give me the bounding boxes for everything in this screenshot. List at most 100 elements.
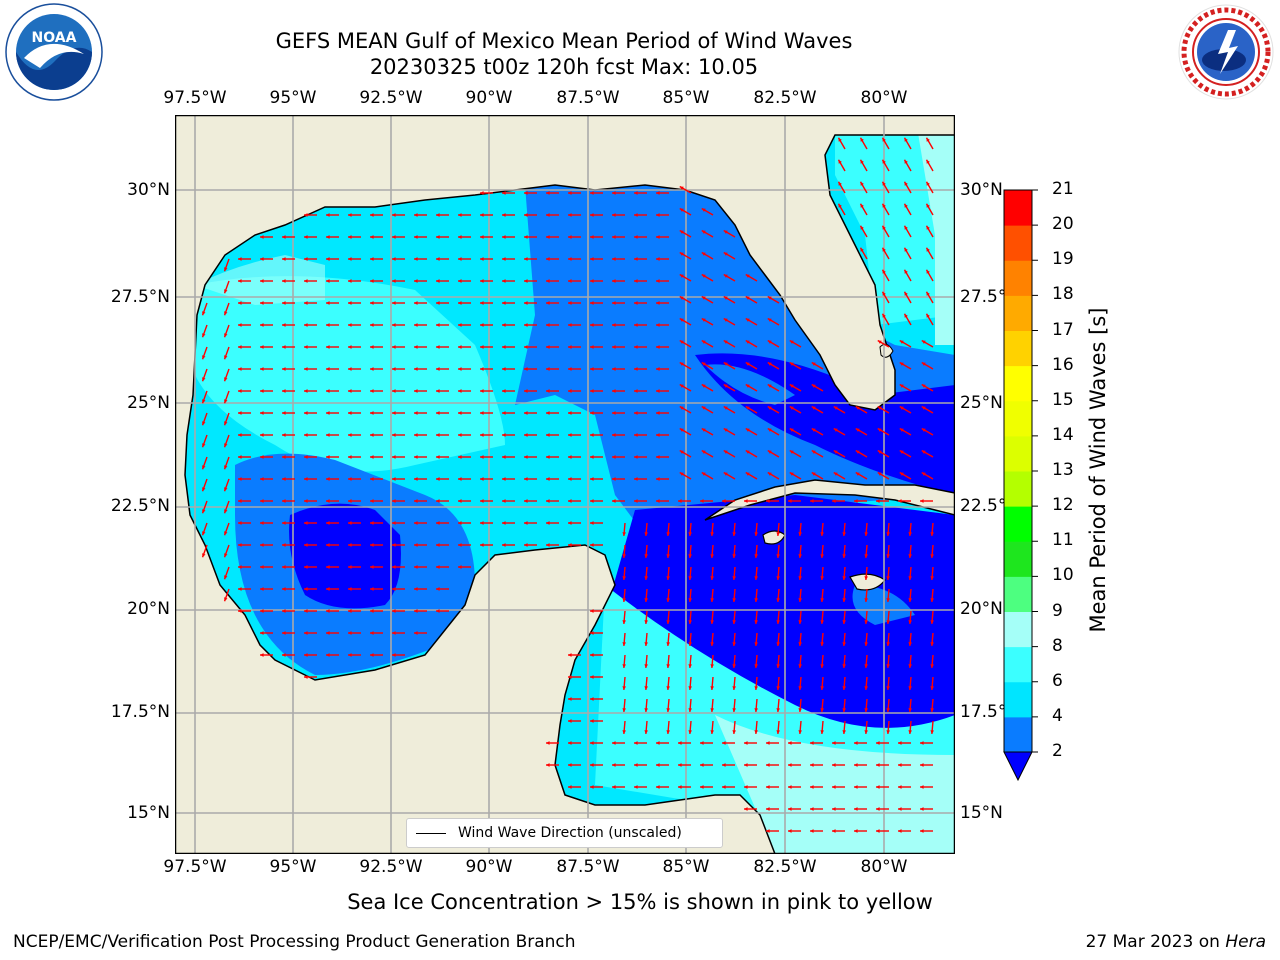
- wind-wave-arrow-head: [855, 406, 860, 410]
- wind-wave-arrow-head: [766, 785, 770, 789]
- wind-wave-arrow-head: [882, 137, 886, 142]
- wind-wave-arrow-head: [622, 598, 626, 602]
- wind-wave-arrow-head: [304, 345, 308, 349]
- wind-wave-arrow-head: [458, 389, 462, 393]
- wind-wave-arrow-head: [568, 763, 572, 767]
- wind-wave-arrow-head: [644, 576, 648, 580]
- wind-wave-arrow-head: [745, 472, 750, 476]
- wind-wave-arrow-head: [502, 367, 506, 371]
- footer-host: Hera: [1225, 932, 1266, 952]
- wind-wave-arrow-head: [899, 362, 904, 366]
- wind-wave-arrow-head: [767, 384, 772, 388]
- wind-wave-arrow-head: [722, 785, 726, 789]
- wind-wave-arrow-head: [282, 587, 286, 591]
- wind-wave-arrow-head: [700, 763, 704, 767]
- wind-wave-arrow-head: [282, 279, 286, 283]
- wind-wave-arrow-head: [502, 235, 506, 239]
- wind-wave-arrow-head: [590, 653, 594, 657]
- wind-wave-arrow-head: [926, 269, 930, 274]
- wind-wave-arrow-head: [832, 829, 836, 833]
- lat-label-right: 30°N: [960, 180, 1003, 200]
- wind-wave-arrow-head: [886, 708, 890, 712]
- wind-wave-arrow-head: [921, 362, 926, 366]
- wind-wave-arrow-head: [754, 642, 758, 646]
- wind-wave-arrow-head: [348, 301, 352, 305]
- wind-wave-arrow-head: [766, 829, 770, 833]
- wind-wave-arrow-head: [282, 499, 286, 503]
- wind-wave-arrow-head: [436, 565, 440, 569]
- wind-wave-arrow-head: [224, 355, 228, 360]
- wind-wave-arrow-head: [876, 785, 880, 789]
- wind-wave-arrow-head: [590, 301, 594, 305]
- wind-wave-arrow-head: [414, 477, 418, 481]
- wind-wave-arrow-head: [723, 472, 728, 476]
- wind-wave-arrow-head: [546, 367, 550, 371]
- wind-wave-arrow-head: [789, 362, 794, 366]
- wind-wave-arrow-head: [414, 301, 418, 305]
- wind-wave-arrow-head: [656, 455, 660, 459]
- wind-wave-arrow-head: [224, 421, 228, 426]
- wind-wave-arrow-head: [612, 345, 616, 349]
- wind-wave-arrow-head: [811, 428, 816, 432]
- wind-wave-arrow-head: [766, 763, 770, 767]
- wind-wave-arrow-head: [842, 642, 846, 646]
- wind-wave-arrow-head: [882, 291, 886, 296]
- wind-wave-arrow-head: [745, 384, 750, 388]
- wind-wave-arrow-head: [877, 428, 882, 432]
- wind-wave-arrow-head: [370, 213, 374, 217]
- wind-wave-arrow-head: [908, 686, 912, 690]
- wind-wave-arrow-head: [700, 499, 704, 503]
- wind-wave-arrow-head: [864, 576, 868, 580]
- wind-wave-arrow-head: [348, 587, 352, 591]
- wind-wave-arrow-head: [634, 323, 638, 327]
- wind-wave-arrow-head: [842, 708, 846, 712]
- wind-wave-arrow-head: [326, 411, 330, 415]
- wind-wave-arrow-head: [458, 279, 462, 283]
- wind-wave-arrow-head: [798, 686, 802, 690]
- wind-wave-arrow-head: [238, 279, 242, 283]
- wind-wave-arrow-head: [260, 367, 264, 371]
- wind-wave-arrow-head: [282, 521, 286, 525]
- wind-wave-arrow-head: [877, 450, 882, 454]
- wind-wave-arrow-head: [436, 521, 440, 525]
- wind-wave-arrow-head: [546, 741, 550, 745]
- wind-wave-arrow-head: [392, 345, 396, 349]
- wind-wave-arrow-head: [348, 367, 352, 371]
- wind-wave-arrow-head: [810, 763, 814, 767]
- wind-wave-arrow-head: [679, 230, 684, 234]
- wind-wave-arrow-head: [744, 763, 748, 767]
- wind-wave-arrow-head: [723, 318, 728, 322]
- wind-wave-arrow-head: [767, 318, 772, 322]
- wind-wave-arrow-head: [723, 428, 728, 432]
- wind-wave-arrow-head: [926, 247, 930, 252]
- wind-wave-arrow-head: [930, 708, 934, 712]
- wind-wave-arrow-head: [644, 664, 648, 668]
- wind-wave-arrow-head: [458, 433, 462, 437]
- wind-wave-arrow-head: [634, 763, 638, 767]
- wind-wave-arrow-head: [524, 543, 528, 547]
- wind-wave-arrow-head: [656, 191, 660, 195]
- colorbar-segment: [1004, 260, 1032, 296]
- wind-wave-arrow-head: [458, 521, 462, 525]
- wind-wave-arrow-head: [326, 521, 330, 525]
- wind-wave-arrow-head: [904, 181, 908, 186]
- wind-wave-arrow-head: [656, 741, 660, 745]
- wind-wave-arrow-head: [788, 499, 792, 503]
- wind-wave-arrow-head: [524, 213, 528, 217]
- wind-wave-arrow-head: [908, 664, 912, 668]
- wind-wave-arrow-head: [348, 257, 352, 261]
- colorbar-tick-label: 10: [1052, 565, 1074, 586]
- wind-wave-arrow-head: [798, 554, 802, 558]
- wind-wave-arrow-head: [908, 532, 912, 536]
- wind-wave-arrow-head: [854, 785, 858, 789]
- wind-wave-arrow-head: [612, 785, 616, 789]
- wind-wave-arrow-head: [304, 389, 308, 393]
- wind-wave-arrow-head: [930, 664, 934, 668]
- wind-wave-arrow-head: [920, 829, 924, 833]
- wind-wave-arrow-head: [745, 340, 750, 344]
- wind-wave-arrow-head: [860, 247, 864, 252]
- wind-wave-arrow-head: [882, 159, 886, 164]
- wind-wave-arrow-head: [898, 499, 902, 503]
- wind-wave-arrow-head: [656, 411, 660, 415]
- wind-wave-arrow-head: [436, 323, 440, 327]
